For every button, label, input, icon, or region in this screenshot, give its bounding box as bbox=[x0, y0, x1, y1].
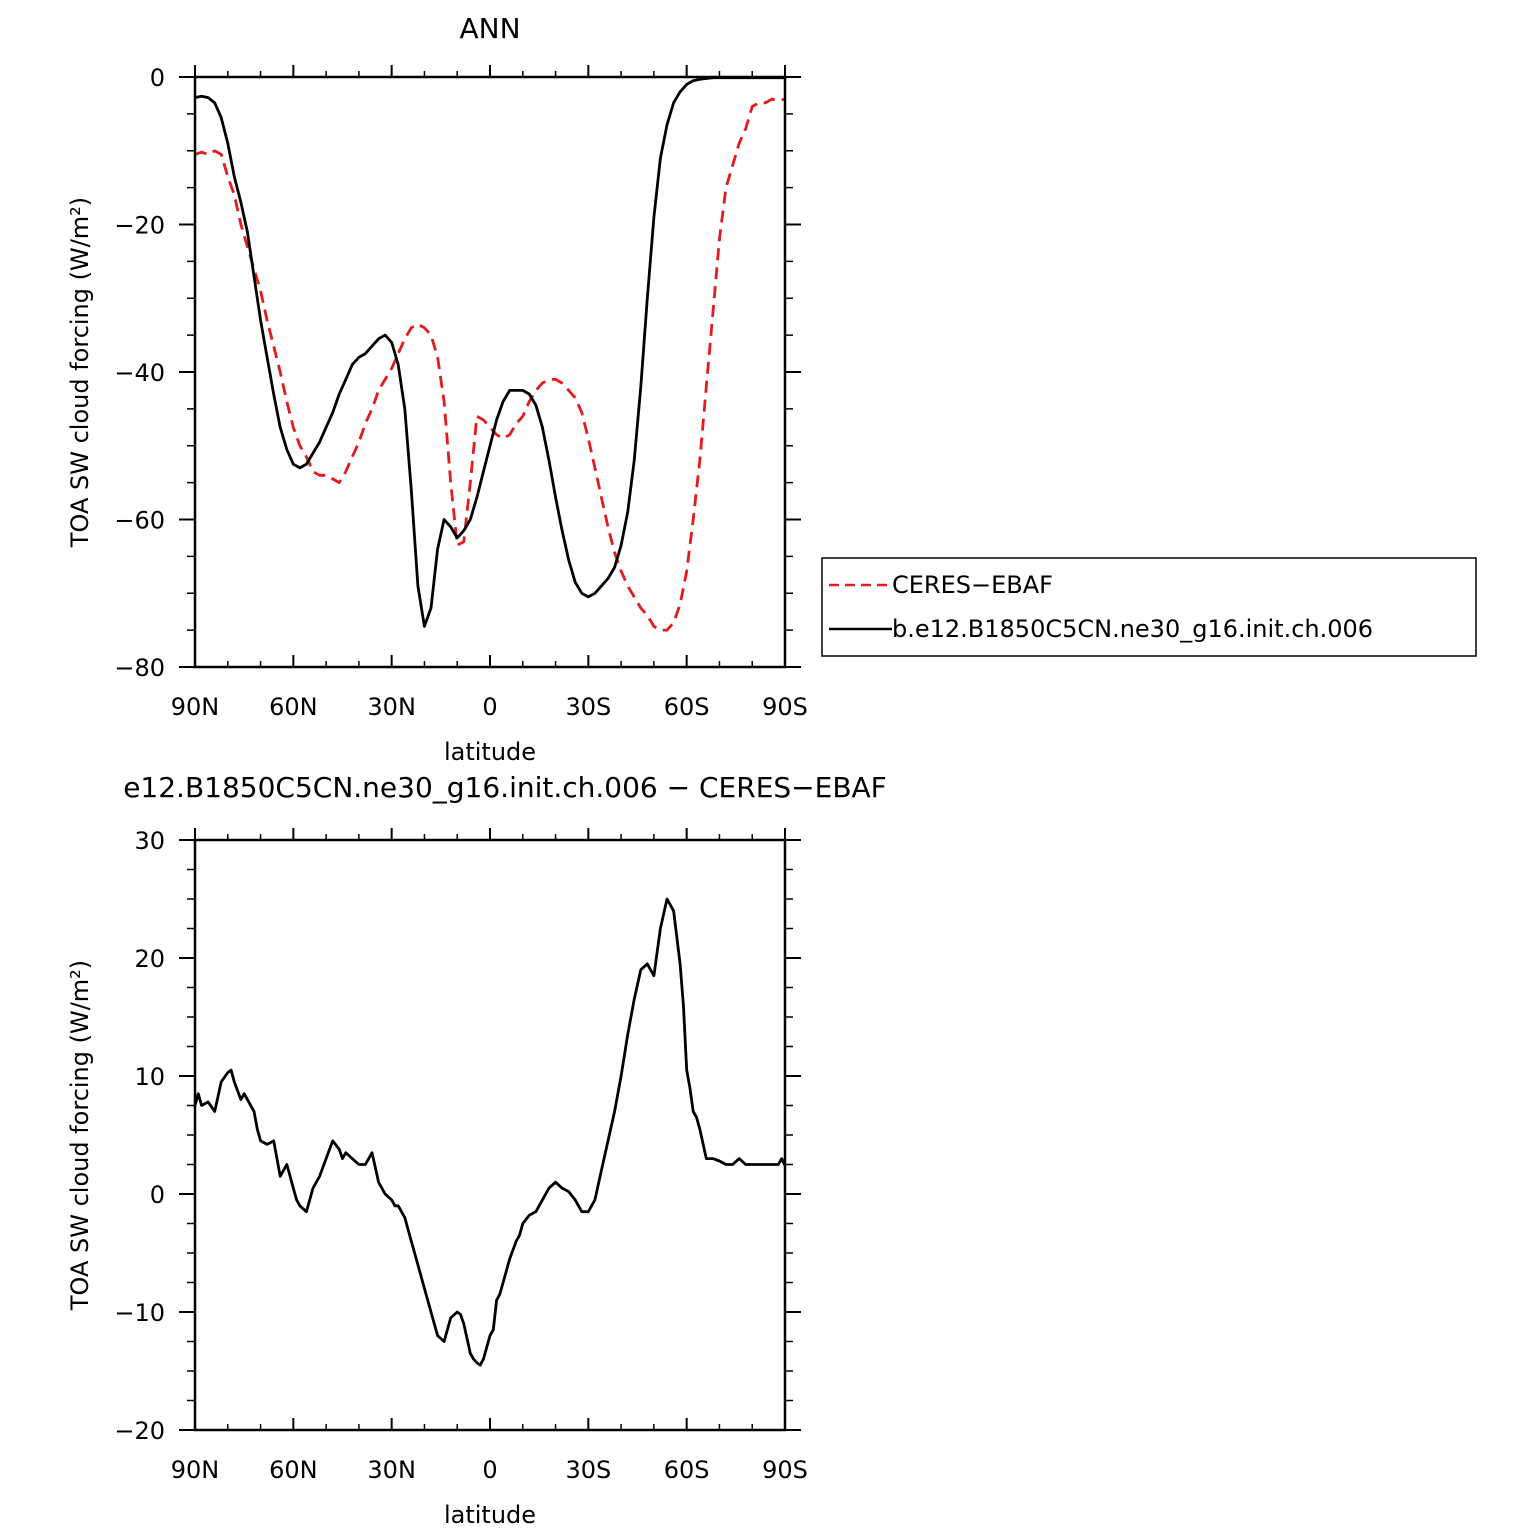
bottom-plot-lines bbox=[193, 897, 787, 1367]
bottom-x-tick-label: 90N bbox=[171, 1456, 220, 1484]
top-x-tick-label: 60N bbox=[269, 693, 318, 721]
bottom-panel: e12.B1850C5CN.ne30_g16.init.ch.006 − CER… bbox=[66, 771, 887, 1529]
bottom-y-tick-label: 30 bbox=[134, 827, 165, 855]
bottom-y-tick-label: 0 bbox=[150, 1181, 165, 1209]
bottom-series-line-0 bbox=[193, 897, 787, 1367]
bottom-x-tick-label: 60N bbox=[269, 1456, 318, 1484]
legend-label-model: b.e12.B1850C5CN.ne30_g16.init.ch.006 bbox=[892, 615, 1373, 643]
top-x-tick-label: 60S bbox=[664, 693, 710, 721]
legend-label-ceres: CERES−EBAF bbox=[892, 571, 1053, 599]
bottom-x-tick-label: 30N bbox=[367, 1456, 416, 1484]
top-panel: ANN 90N 60N 30N 0 30S 60S 90S −80 −60 −40 −20 0 lat… bbox=[66, 12, 808, 766]
bottom-y-axis-title: TOA SW cloud forcing (W/m²) bbox=[66, 960, 94, 1311]
top-y-tick-label: −60 bbox=[114, 507, 165, 535]
top-y-axis-title: TOA SW cloud forcing (W/m²) bbox=[66, 197, 94, 548]
top-y-tick-label: −20 bbox=[114, 212, 165, 240]
top-y-tick-label: −40 bbox=[114, 359, 165, 387]
bottom-y-tick-label: −10 bbox=[114, 1299, 165, 1327]
bottom-x-tick-label: 90S bbox=[762, 1456, 808, 1484]
bottom-x-tick-label: 0 bbox=[482, 1456, 497, 1484]
top-x-axis-title: latitude bbox=[444, 738, 536, 766]
bottom-x-tick-label: 60S bbox=[664, 1456, 710, 1484]
top-plot-lines bbox=[194, 76, 786, 632]
bottom-y-tick-label: 10 bbox=[134, 1063, 165, 1091]
bottom-y-tick-label: −20 bbox=[114, 1417, 165, 1445]
top-x-tick-label: 90N bbox=[171, 693, 220, 721]
top-x-tick-label: 30S bbox=[565, 693, 611, 721]
bottom-x-tick-label: 30S bbox=[565, 1456, 611, 1484]
legend-box bbox=[821, 557, 1477, 657]
top-series-line-1 bbox=[194, 76, 785, 628]
bottom-panel-title: e12.B1850C5CN.ne30_g16.init.ch.006 − CER… bbox=[123, 771, 887, 804]
top-x-tick-label: 90S bbox=[762, 693, 808, 721]
top-y-tick-label: 0 bbox=[150, 64, 165, 92]
top-y-tick-label: −80 bbox=[114, 654, 165, 682]
bottom-x-axis-title: latitude bbox=[444, 1501, 536, 1529]
bottom-y-tick-label: 20 bbox=[134, 945, 165, 973]
top-plot-frame bbox=[193, 75, 787, 669]
top-panel-title: ANN bbox=[459, 12, 520, 45]
top-x-tick-label: 0 bbox=[482, 693, 497, 721]
top-axis-ticks: 90N 60N 30N 0 30S 60S 90S −80 −60 −40 −20 0 bbox=[114, 64, 808, 721]
bottom-axis-ticks: 90N 60N 30N 0 30S 60S 90S −20 −10 0 10 20 30 bbox=[114, 827, 808, 1484]
top-x-tick-label: 30N bbox=[367, 693, 416, 721]
top-series-line-0 bbox=[194, 97, 786, 632]
legend: CERES−EBAF b.e12.B1850C5CN.ne30_g16.init… bbox=[821, 557, 1477, 657]
bottom-plot-frame bbox=[193, 838, 787, 1432]
